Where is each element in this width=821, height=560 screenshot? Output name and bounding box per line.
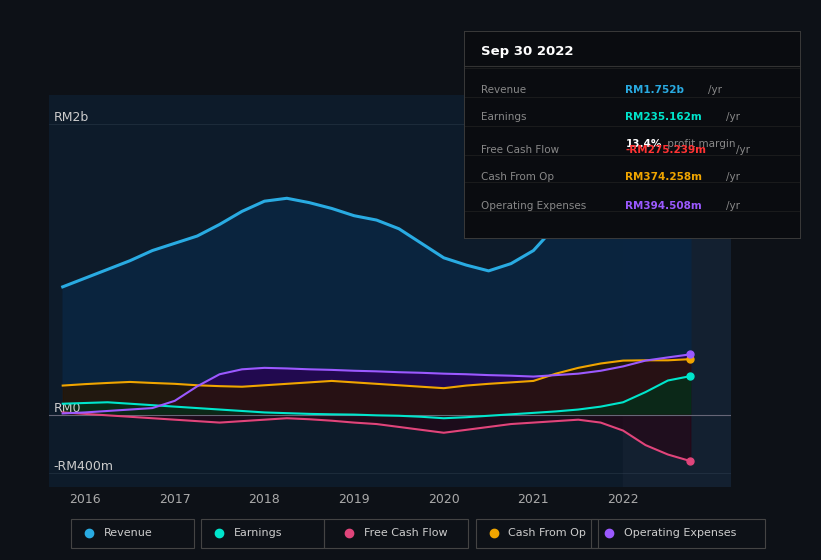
Text: /yr: /yr xyxy=(736,145,750,155)
Text: /yr: /yr xyxy=(727,111,741,122)
Text: Operating Expenses: Operating Expenses xyxy=(624,529,736,538)
Text: /yr: /yr xyxy=(727,172,741,181)
Text: Free Cash Flow: Free Cash Flow xyxy=(481,145,559,155)
Text: Cash From Op: Cash From Op xyxy=(508,529,586,538)
Text: Earnings: Earnings xyxy=(233,529,282,538)
Text: -RM400m: -RM400m xyxy=(53,460,114,473)
Text: /yr: /yr xyxy=(727,200,741,211)
Text: Revenue: Revenue xyxy=(481,85,525,95)
Text: RM235.162m: RM235.162m xyxy=(626,111,702,122)
Text: 13.4%: 13.4% xyxy=(626,138,662,148)
Text: Operating Expenses: Operating Expenses xyxy=(481,200,586,211)
Text: RM394.508m: RM394.508m xyxy=(626,200,702,211)
Text: /yr: /yr xyxy=(708,85,722,95)
Text: Sep 30 2022: Sep 30 2022 xyxy=(481,45,573,58)
Text: Revenue: Revenue xyxy=(103,529,152,538)
Text: Earnings: Earnings xyxy=(481,111,526,122)
Text: RM2b: RM2b xyxy=(53,111,89,124)
Text: Free Cash Flow: Free Cash Flow xyxy=(364,529,447,538)
Text: profit margin: profit margin xyxy=(664,138,736,148)
Text: RM0: RM0 xyxy=(53,402,81,414)
Text: -RM275.239m: -RM275.239m xyxy=(626,145,706,155)
Text: Cash From Op: Cash From Op xyxy=(481,172,553,181)
Bar xyxy=(623,95,731,487)
Text: RM1.752b: RM1.752b xyxy=(626,85,685,95)
Text: RM374.258m: RM374.258m xyxy=(626,172,703,181)
